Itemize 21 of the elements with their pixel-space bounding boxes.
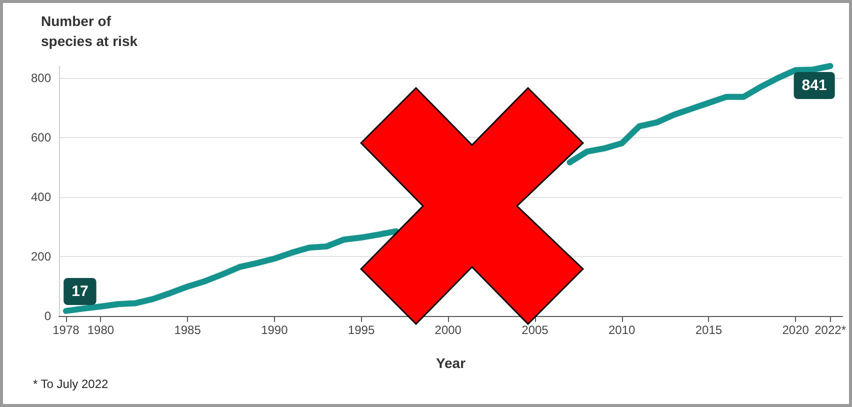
y-tick-label: 400 [30, 190, 52, 204]
x-tick-label: 2015 [695, 323, 722, 337]
x-tick-label: 2010 [608, 323, 636, 337]
x-tick-label: 2000 [434, 323, 462, 337]
y-axis-title: Number of species at risk [41, 13, 138, 49]
y-tick-label: 200 [30, 250, 52, 264]
text: * To July 2022 [33, 377, 108, 391]
y-tick-label: 0 [44, 309, 52, 323]
y-tick-label: 600 [30, 130, 52, 145]
annotation: 17 [72, 282, 88, 300]
x-tick-label: 2005 [522, 323, 549, 337]
annotation: 841 [802, 77, 827, 94]
x-tick-label: 1985 [174, 323, 202, 337]
x-tick-label: 2022* [814, 323, 846, 337]
x-tick-label: 1995 [348, 323, 375, 337]
x-tick-label: 2020 [782, 323, 810, 337]
x-tick-label: 1980 [87, 323, 114, 337]
x-axis-title: Year [436, 355, 466, 371]
x-tick-label: 1990 [261, 323, 288, 337]
x-tick-label: 1978 [52, 323, 80, 337]
y-tick-label: 800 [30, 71, 52, 86]
